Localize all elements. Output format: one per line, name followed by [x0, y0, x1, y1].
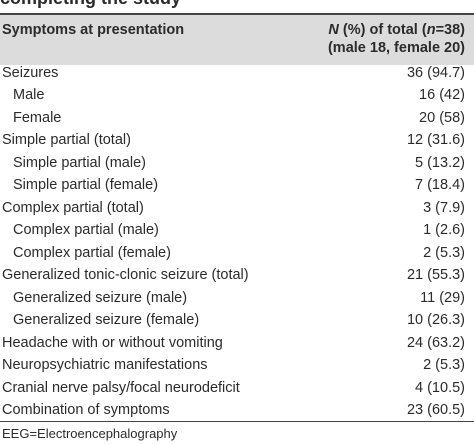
cell-label: Headache with or without vomiting	[2, 334, 223, 351]
table-row: Simple partial (female) 7 (18.4)	[0, 177, 474, 199]
table-row: Male 16 (42)	[0, 87, 474, 109]
header-part: =38)	[435, 22, 465, 38]
cell-label: Generalized seizure (female)	[13, 312, 200, 329]
cell-value: 2 (5.3)	[423, 244, 465, 261]
cell-value: 21 (55.3)	[406, 267, 465, 284]
cell-label: Simple partial (female)	[13, 177, 159, 194]
table-row: Simple partial (male) 5 (13.2)	[0, 155, 474, 177]
cell-label: Cranial nerve palsy/focal neurodeficit	[2, 379, 240, 396]
header-col1: Symptoms at presentation	[2, 22, 185, 38]
table-row: Complex partial (total) 3 (7.9)	[0, 200, 474, 222]
cell-label: Generalized tonic-clonic seizure (total)	[2, 267, 249, 284]
cell-value: 24 (63.2)	[406, 334, 465, 351]
cell-label: Complex partial (male)	[13, 222, 159, 239]
table-title: completing the study	[0, 0, 181, 9]
header-band	[0, 13, 474, 65]
table-row: Cranial nerve palsy/focal neurodeficit 4 …	[0, 380, 474, 402]
table-row: Neuropsychiatric manifestations 2 (5.3)	[0, 357, 474, 379]
header-part: N	[328, 22, 339, 38]
cell-label: Simple partial (male)	[13, 154, 146, 171]
cell-value: 1 (2.6)	[423, 222, 465, 239]
table-row: Complex partial (female) 2 (5.3)	[0, 245, 474, 267]
table-row: Combination of symptoms 23 (60.5)	[0, 402, 474, 424]
bottom-rule	[0, 421, 474, 422]
header-col2-line1: N (%) of total (n=38)	[328, 22, 465, 38]
header-part: n	[426, 22, 436, 38]
cell-label: Male	[13, 87, 45, 104]
header-col2-line2: (male 18, female 20)	[327, 40, 465, 56]
table-row: Female 20 (58)	[0, 110, 474, 132]
table-row: Generalized tonic-clonic seizure (total)…	[0, 267, 474, 289]
cell-label: Generalized seizure (male)	[13, 289, 188, 306]
cell-label: Neuropsychiatric manifestations	[2, 357, 208, 374]
cell-label: Female	[13, 109, 62, 126]
cell-value: 16 (42)	[419, 87, 465, 104]
cell-value: 7 (18.4)	[415, 177, 465, 194]
table-row: Seizures 36 (94.7)	[0, 65, 474, 87]
cell-value: 12 (31.6)	[406, 132, 465, 149]
cell-value: 2 (5.3)	[423, 357, 465, 374]
cell-value: 23 (60.5)	[406, 402, 465, 419]
cell-value: 11 (29)	[420, 289, 465, 306]
cell-label: Seizures	[2, 65, 59, 81]
cell-value: 36 (94.7)	[406, 65, 465, 81]
cell-label: Complex partial (total)	[2, 199, 144, 216]
cell-label: Combination of symptoms	[2, 402, 170, 419]
table-row: Generalized seizure (female) 10 (26.3)	[0, 312, 474, 334]
cell-value: 20 (58)	[419, 109, 465, 126]
cell-value: 4 (10.5)	[415, 379, 465, 396]
cell-value: 3 (7.9)	[423, 199, 465, 216]
cell-value: 10 (26.3)	[406, 312, 465, 329]
header-part: (%) of total (	[338, 22, 427, 38]
cell-label: Simple partial (total)	[2, 132, 131, 149]
table-row: Complex partial (male) 1 (2.6)	[0, 222, 474, 244]
table-row: Simple partial (total) 12 (31.6)	[0, 132, 474, 154]
table-row: Headache with or without vomiting 24 (63.…	[0, 335, 474, 357]
cell-value: 5 (13.2)	[415, 154, 465, 171]
footnote: EEG=Electroencephalography	[2, 426, 178, 441]
table-row: Generalized seizure (male) 11 (29)	[0, 290, 474, 312]
cell-label: Complex partial (female)	[13, 244, 171, 261]
